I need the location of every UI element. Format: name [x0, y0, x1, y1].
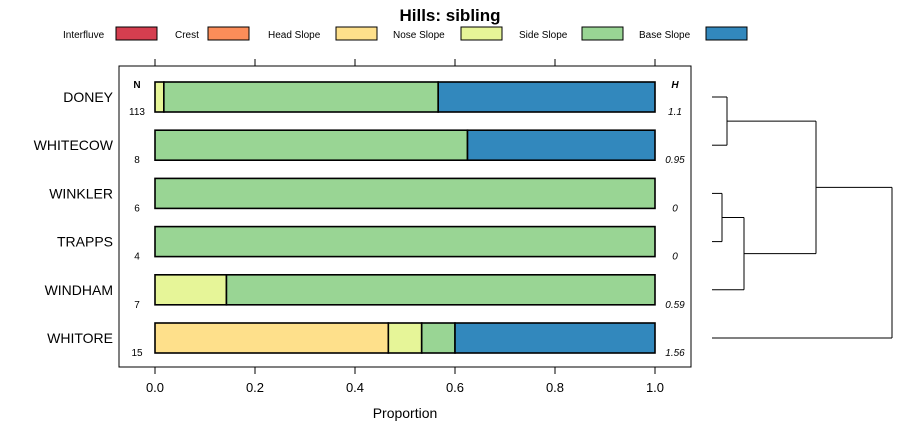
h-value: 0.95: [665, 155, 685, 166]
h-value: 0.59: [665, 300, 685, 311]
bar-segment: [154, 177, 656, 210]
legend-swatch: [460, 26, 503, 41]
h-value: 1.56: [665, 348, 685, 359]
legend-label: Crest: [175, 30, 199, 41]
h-column-header: H: [671, 80, 679, 91]
legend-swatch: [207, 26, 250, 41]
bar-segment: [225, 273, 656, 306]
bar-segment: [154, 273, 228, 306]
legend-swatch: [705, 26, 748, 41]
bar-segment: [387, 322, 423, 354]
legend-swatch: [335, 26, 378, 41]
bar-segment: [420, 322, 456, 354]
chart-title: Hills: sibling: [399, 6, 500, 25]
bar-segment: [154, 225, 656, 258]
legend: Interfluve Crest Head Slope Nose Slope Side …: [63, 26, 748, 41]
bar-segment: [154, 81, 165, 113]
legend-swatch: [581, 26, 624, 41]
n-value: 4: [134, 252, 140, 263]
row-label: DONEY: [63, 89, 113, 105]
x-axis-title: Proportion: [373, 405, 438, 421]
bar-segment: [437, 81, 656, 113]
n-column-header: N: [133, 80, 140, 91]
x-tick-label: 0.2: [246, 380, 264, 395]
bar-segment: [154, 129, 469, 161]
n-value: 7: [134, 300, 140, 311]
x-tick-label: 0.0: [146, 380, 164, 395]
legend-label: Head Slope: [268, 30, 321, 41]
legend-label: Base Slope: [639, 30, 691, 41]
x-tick-label: 0.4: [346, 380, 364, 395]
row-label: WHITORE: [47, 330, 113, 346]
row-label: WINDHAM: [45, 282, 113, 298]
plot-panel: [118, 65, 692, 368]
dendrogram: [712, 96, 893, 339]
legend-label: Interfluve: [63, 30, 105, 41]
x-tick-label: 0.8: [546, 380, 564, 395]
h-value: 0: [672, 252, 678, 263]
x-axis: 0.0 0.2 0.4 0.6 0.8 1.0: [146, 59, 664, 395]
legend-label: Nose Slope: [393, 30, 445, 41]
n-value: 15: [131, 348, 143, 359]
bar-segment: [154, 322, 390, 354]
h-value: 0: [672, 203, 678, 214]
bar-segment: [466, 129, 656, 161]
h-value: 1.1: [668, 107, 682, 118]
row-label: TRAPPS: [57, 234, 113, 250]
x-tick-label: 1.0: [646, 380, 664, 395]
n-value: 113: [129, 107, 145, 118]
row-label: WHITECOW: [34, 137, 114, 153]
legend-label: Side Slope: [519, 30, 568, 41]
bar-rows: DONEY 113 1.1 WHITECOW 8 0.95 WINKLER 6 0 TRAPPS 4…: [34, 81, 685, 359]
bar-segment: [163, 81, 440, 113]
n-value: 8: [134, 155, 140, 166]
bar-segment: [454, 322, 656, 354]
legend-swatch: [115, 26, 158, 41]
n-value: 6: [134, 203, 140, 214]
x-tick-label: 0.6: [446, 380, 464, 395]
row-label: WINKLER: [49, 185, 113, 201]
